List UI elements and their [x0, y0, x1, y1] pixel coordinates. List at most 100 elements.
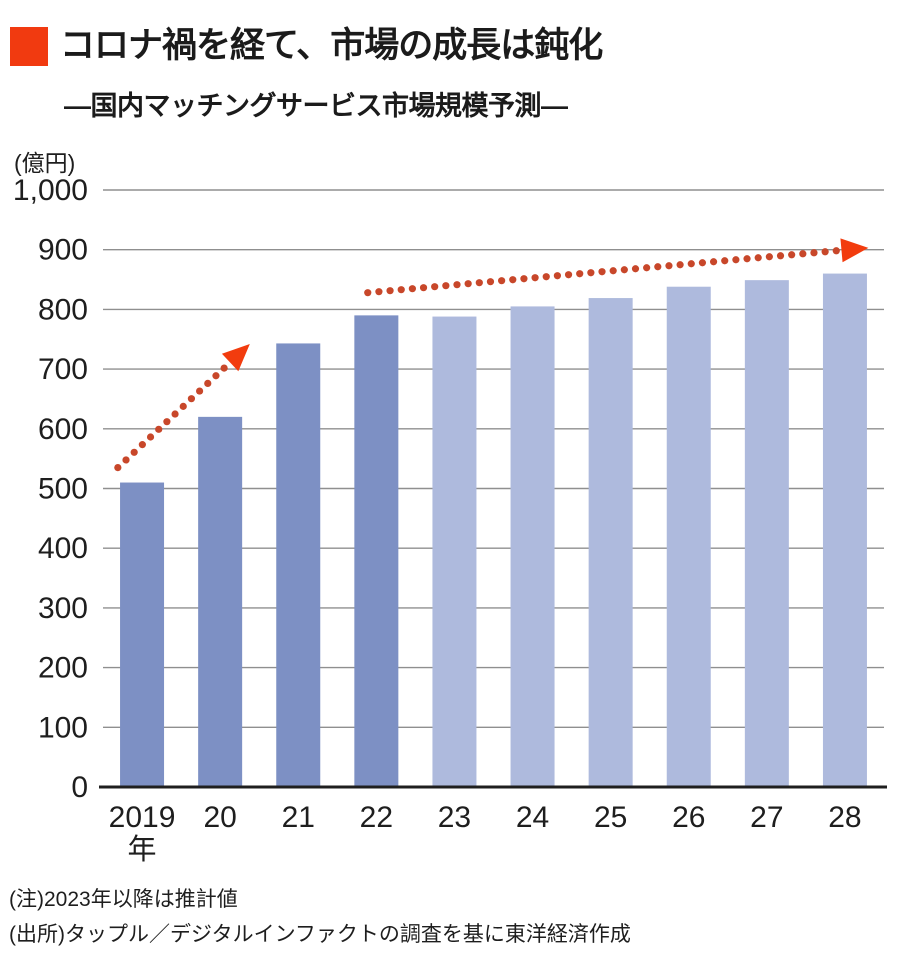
rapid-growth-arrow-dot	[179, 402, 187, 410]
slowing-growth-arrow-dot	[576, 270, 584, 278]
rapid-growth-arrow-dot	[114, 464, 122, 472]
slowing-growth-arrow-dot	[386, 287, 394, 295]
rapid-growth-arrow-dot	[171, 410, 179, 418]
bar-28	[822, 273, 867, 788]
x-tick-label: 27	[750, 801, 783, 834]
slowing-growth-arrow-dot	[453, 281, 461, 289]
chart-subtitle: ―国内マッチングサービス市場規模予測―	[64, 91, 568, 121]
slowing-growth-arrow-dot	[743, 255, 751, 263]
rapid-growth-arrow-dot	[220, 364, 228, 372]
slowing-growth-arrow-dot	[475, 279, 483, 287]
slowing-growth-arrow-dot	[598, 268, 606, 276]
y-tick-label: 1,000	[13, 174, 88, 207]
note-text: (注)2023年以降は推計値	[9, 888, 238, 911]
slowing-growth-arrow-dot	[654, 263, 662, 271]
slowing-growth-arrow-dot	[509, 276, 517, 284]
slowing-growth-arrow-dot	[531, 274, 539, 282]
y-tick-label: 700	[38, 353, 88, 386]
slowing-growth-arrow-dot	[754, 254, 762, 262]
slowing-growth-arrow-dot	[776, 252, 785, 260]
slowing-growth-arrow-dot	[721, 257, 729, 265]
rapid-growth-arrow-head	[221, 344, 250, 372]
rapid-growth-arrow-dot	[146, 433, 155, 441]
y-tick-label: 200	[38, 652, 88, 685]
y-tick-label: 800	[38, 293, 88, 326]
y-axis-unit-label: (億円)	[14, 150, 76, 176]
slowing-growth-arrow-dot	[542, 273, 550, 281]
x-tick-label: 23	[438, 801, 471, 834]
slowing-growth-arrow-dot	[464, 280, 472, 288]
rapid-growth-arrow-dot	[122, 456, 130, 464]
chart-header: コロナ禍を経て、市場の成長は鈍化	[10, 25, 603, 66]
slowing-growth-arrow-dot	[564, 271, 573, 279]
rapid-growth-arrow-dot	[187, 395, 196, 403]
slowing-growth-arrow-dot	[665, 262, 673, 270]
y-tick-label: 600	[38, 413, 88, 446]
chart-title: コロナ禍を経て、市場の成長は鈍化	[60, 26, 603, 65]
footnotes: (注)2023年以降は推計値 (出所)タップル／デジタルインファクトの調査を基に…	[9, 882, 631, 952]
slowing-growth-arrow-dot	[676, 261, 684, 269]
bar-24	[510, 306, 555, 787]
slowing-growth-arrow-head	[840, 238, 869, 263]
slowing-growth-arrow-dot	[520, 275, 528, 283]
y-tick-label: 0	[71, 771, 88, 804]
slowing-growth-arrow-dot	[698, 259, 707, 267]
slowing-growth-arrow-dot	[732, 256, 740, 264]
rapid-growth-arrow-dot	[212, 372, 220, 380]
slowing-growth-arrow-dot	[821, 248, 829, 256]
rapid-growth-arrow-dot	[163, 418, 171, 426]
slowing-growth-arrow-dot	[810, 249, 818, 257]
slowing-growth-arrow-dot	[799, 250, 807, 258]
slowing-growth-arrow-dot	[442, 282, 450, 290]
bar-26	[666, 286, 711, 787]
x-tick-label: 24	[516, 801, 549, 834]
slowing-growth-arrow-dot	[643, 264, 651, 272]
slowing-growth-arrow-dot	[498, 277, 506, 285]
x-tick-label: 2019	[109, 801, 176, 834]
slowing-growth-arrow-dot	[375, 288, 383, 296]
y-tick-label: 500	[38, 473, 88, 506]
x-tick-label-suffix: 年	[128, 833, 157, 866]
y-tick-label: 300	[38, 592, 88, 625]
bar-23	[432, 316, 477, 787]
slowing-growth-arrow-dot	[709, 258, 718, 266]
slowing-growth-arrow-dot	[631, 265, 640, 273]
slowing-growth-arrow-dot	[431, 283, 439, 291]
x-tick-label: 22	[360, 801, 393, 834]
rapid-growth-arrow-dot	[195, 387, 204, 395]
slowing-growth-arrow-dot	[587, 269, 595, 277]
bar-20	[198, 416, 243, 787]
slowing-growth-arrow-dot	[364, 289, 372, 297]
bar-2019	[120, 482, 165, 787]
title-accent-square	[10, 27, 48, 66]
y-tick-label: 900	[38, 234, 88, 267]
y-tick-label: 400	[38, 532, 88, 565]
slowing-growth-arrow-dot	[832, 247, 840, 255]
x-tick-label: 26	[672, 801, 705, 834]
x-tick-label: 21	[282, 801, 315, 834]
x-tick-label: 20	[203, 801, 236, 834]
slowing-growth-arrow-dot	[419, 284, 428, 292]
bar-21	[276, 343, 321, 787]
rapid-growth-arrow-dot	[130, 448, 138, 456]
slowing-growth-arrow-dot	[765, 253, 773, 261]
rapid-growth-arrow-dot	[138, 441, 146, 449]
rapid-growth-arrow-dot	[204, 379, 212, 388]
source-text: (出所)タップル／デジタルインファクトの調査を基に東洋経済作成	[9, 923, 631, 946]
bar-27	[744, 280, 789, 787]
rapid-growth-arrow-dot	[155, 425, 163, 433]
x-tick-label: 28	[828, 801, 861, 834]
slowing-growth-arrow-dot	[397, 286, 405, 294]
bar-25	[588, 298, 633, 787]
slowing-growth-arrow-dot	[553, 272, 562, 280]
slowing-growth-arrow-dot	[687, 260, 695, 268]
x-tick-label: 25	[594, 801, 627, 834]
slowing-growth-arrow-dot	[788, 251, 796, 259]
slowing-growth-arrow-dot	[486, 278, 495, 286]
bar-22	[354, 315, 399, 787]
bar-chart-canvas: 0 100 200 300 400 500 600 700 800 900 1,000 2019 20 2…	[13, 174, 887, 866]
y-tick-label: 100	[38, 711, 88, 744]
slowing-growth-arrow-dot	[408, 285, 416, 293]
slowing-growth-arrow-dot	[609, 267, 617, 275]
